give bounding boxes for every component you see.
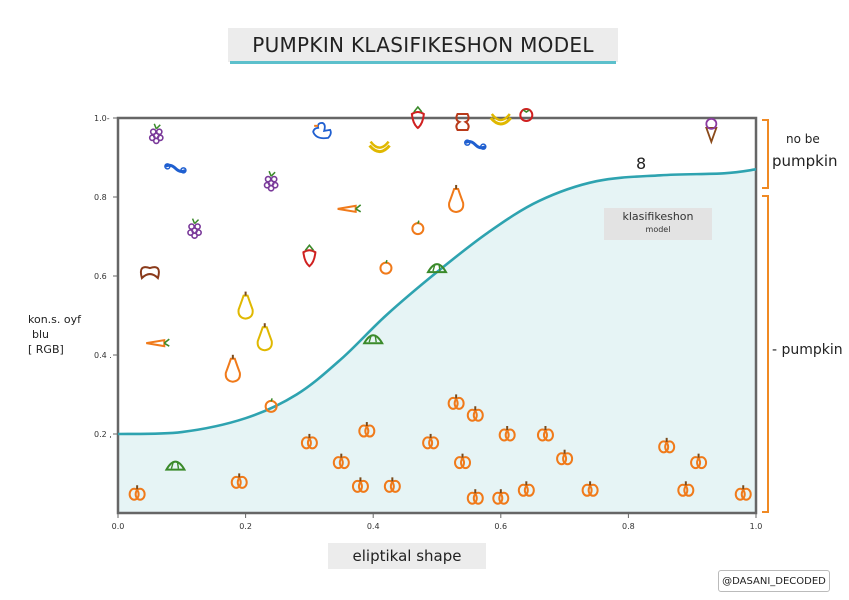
not-pumpkin-bracket: [762, 119, 769, 189]
pumpkin-icon: [447, 394, 465, 410]
y-axis-label: kon.s. oyf blu [ RGB]: [28, 312, 81, 357]
x-tick-label: 0.6: [494, 522, 507, 531]
x-tick-label: 0.2: [239, 522, 252, 531]
stray-glyph: 8: [636, 154, 647, 173]
x-tick-label: 0.8: [622, 522, 635, 531]
grapes-icon: [148, 123, 164, 145]
pumpkin-region: [118, 169, 756, 513]
plot-frame: [116, 116, 758, 515]
pumpkin-icon: [300, 433, 318, 450]
grapes-icon: [187, 218, 202, 240]
orange-icon: [379, 259, 393, 275]
x-tick-label: 0.0: [112, 522, 125, 531]
pumpkin-icon: [422, 433, 440, 450]
banana-icon: [489, 113, 512, 126]
y-tick-label: 0.8: [94, 193, 107, 202]
pumpkin-icon: [581, 481, 599, 497]
yellow-squash-icon: [237, 291, 254, 320]
pumpkin-icon: [351, 477, 369, 493]
y-tick-label: 0.4 .: [94, 351, 112, 360]
orange-icon: [264, 398, 278, 413]
green-melon-icon: [164, 460, 187, 471]
orange-gourd-icon: [448, 184, 465, 213]
yellow-squash-icon: [256, 323, 273, 352]
pretzel-icon: [139, 266, 160, 280]
blue-candy-icon: [164, 163, 187, 174]
pumpkin-icon: [466, 489, 484, 505]
x-tick-label: 0.4: [367, 522, 380, 531]
credit-badge: @DASANI_DECODED: [718, 570, 830, 592]
y-tick-label: 1.0-: [94, 114, 110, 123]
pumpkin-icon: [498, 426, 516, 442]
curve-label-line2: model: [645, 225, 671, 234]
carrot-icon: [337, 204, 362, 214]
curve-label-line1: klasifikeshon: [622, 210, 694, 223]
strawberry-icon: [410, 105, 425, 130]
blue-candy-icon: [464, 139, 487, 150]
orange-icon: [411, 220, 425, 236]
x-tick-label: 1.0: [750, 522, 763, 531]
pumpkin-bracket: [762, 195, 769, 513]
pumpkin-icon: [383, 477, 401, 493]
apple-core-icon: [455, 112, 470, 131]
y-axis-label-line2: blu: [32, 328, 50, 341]
pumpkin-icon: [332, 453, 350, 470]
not-pumpkin-label-line2: pumpkin: [772, 152, 838, 170]
tomato-icon: [519, 108, 534, 123]
x-axis-label: eliptikal shape: [328, 543, 486, 569]
pumpkin-icon: [517, 481, 535, 497]
pumpkin-icon: [734, 485, 752, 501]
pumpkin-icon: [690, 453, 708, 470]
pumpkin-icon: [230, 473, 248, 489]
pumpkin-icon: [658, 437, 676, 454]
pumpkin-icon: [677, 481, 695, 497]
green-melon-icon: [426, 263, 448, 274]
y-tick-label: 0.6: [94, 272, 107, 281]
orange-gourd-icon: [224, 354, 241, 383]
pumpkin-icon: [454, 453, 472, 470]
pumpkin-icon: [358, 422, 376, 438]
y-tick-label: 0.2 ,: [94, 430, 112, 439]
y-axis-label-line1: kon.s. oyf: [28, 313, 82, 326]
duck-icon: [312, 121, 332, 140]
pumpkin-icon: [466, 406, 484, 422]
strawberry-icon: [302, 243, 317, 268]
ice-cream-icon: [705, 117, 718, 145]
carrot-icon: [146, 338, 170, 348]
pumpkin-icon: [536, 426, 554, 442]
pumpkin-icon: [128, 485, 146, 501]
curve-label: klasifikeshon model: [604, 208, 712, 240]
pumpkin-label: - pumpkin: [772, 342, 843, 358]
green-melon-icon: [362, 334, 384, 345]
chart-title: PUMPKIN KLASIFIKESHON MODEL: [228, 28, 618, 62]
title-underline: [230, 61, 616, 64]
banana-icon: [368, 140, 391, 154]
y-axis-label-line3: [ RGB]: [28, 343, 64, 356]
not-pumpkin-label-line1: no be: [786, 132, 820, 146]
pumpkin-icon: [556, 449, 574, 466]
grapes-icon: [263, 170, 279, 192]
pumpkin-icon: [492, 489, 510, 505]
